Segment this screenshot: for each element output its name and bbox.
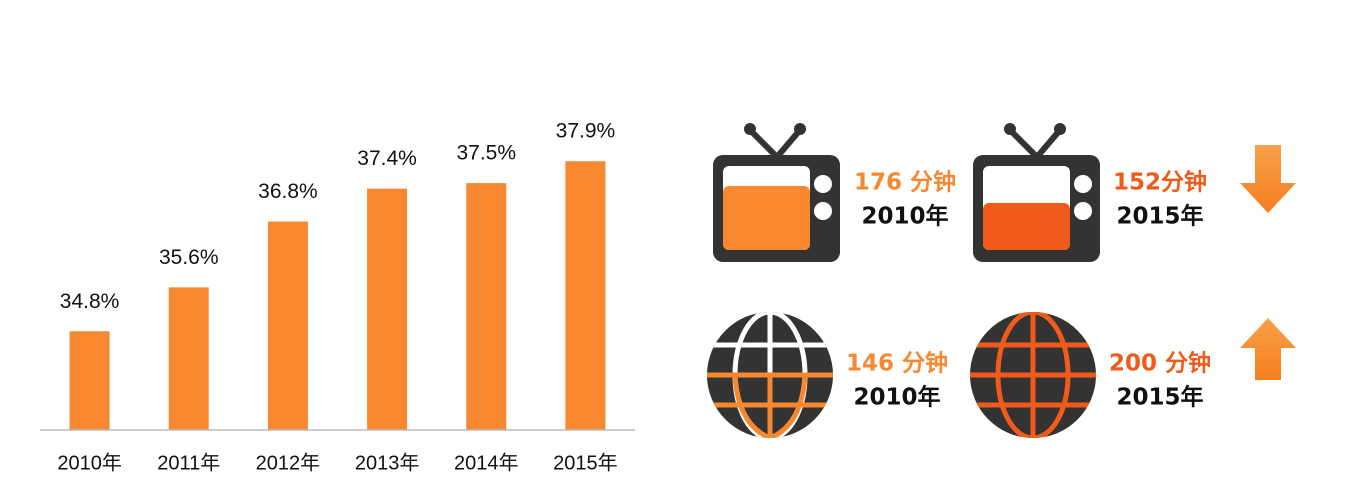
bar-chart: 34.8% 2010年 35.6% 2011年 36.8% 2012年 37.4% 2013年… (40, 120, 635, 474)
bar (69, 331, 110, 430)
value-label: 37.5% (456, 142, 516, 165)
tv-year-2015: 2015年 (1116, 203, 1203, 230)
tv-year-2010: 2010年 (861, 203, 948, 230)
bar (565, 161, 606, 430)
x-tick-label: 2011年 (157, 451, 220, 474)
value-label: 36.8% (258, 180, 318, 203)
globe-icon (707, 312, 833, 438)
x-tick-label: 2012年 (256, 451, 321, 474)
tv-minutes-2010: 176 分钟 (854, 170, 956, 196)
bar (466, 183, 507, 430)
internet-year-2015: 2015年 (1116, 384, 1203, 411)
value-label: 34.8% (60, 290, 120, 313)
bar (168, 287, 209, 430)
x-tick-label: 2015年 (553, 451, 618, 474)
tv-minutes-2015: 152分钟 (1113, 170, 1207, 196)
tv-icon (973, 123, 1100, 262)
up-arrow (1240, 318, 1296, 380)
x-tick-label: 2013年 (355, 451, 420, 474)
globe-icon (970, 312, 1096, 438)
value-label: 37.9% (556, 120, 616, 143)
bar (267, 221, 308, 430)
internet-minutes-2015: 200 分钟 (1109, 351, 1211, 377)
bar (367, 188, 408, 430)
x-tick-label: 2010年 (57, 451, 122, 474)
value-label: 35.6% (159, 246, 219, 269)
internet-year-2010: 2010年 (853, 384, 940, 411)
x-tick-label: 2014年 (454, 451, 519, 474)
internet-minutes-2010: 146 分钟 (846, 351, 948, 377)
down-arrow (1240, 145, 1296, 213)
tv-icon (713, 123, 840, 262)
value-label: 37.4% (357, 147, 417, 170)
